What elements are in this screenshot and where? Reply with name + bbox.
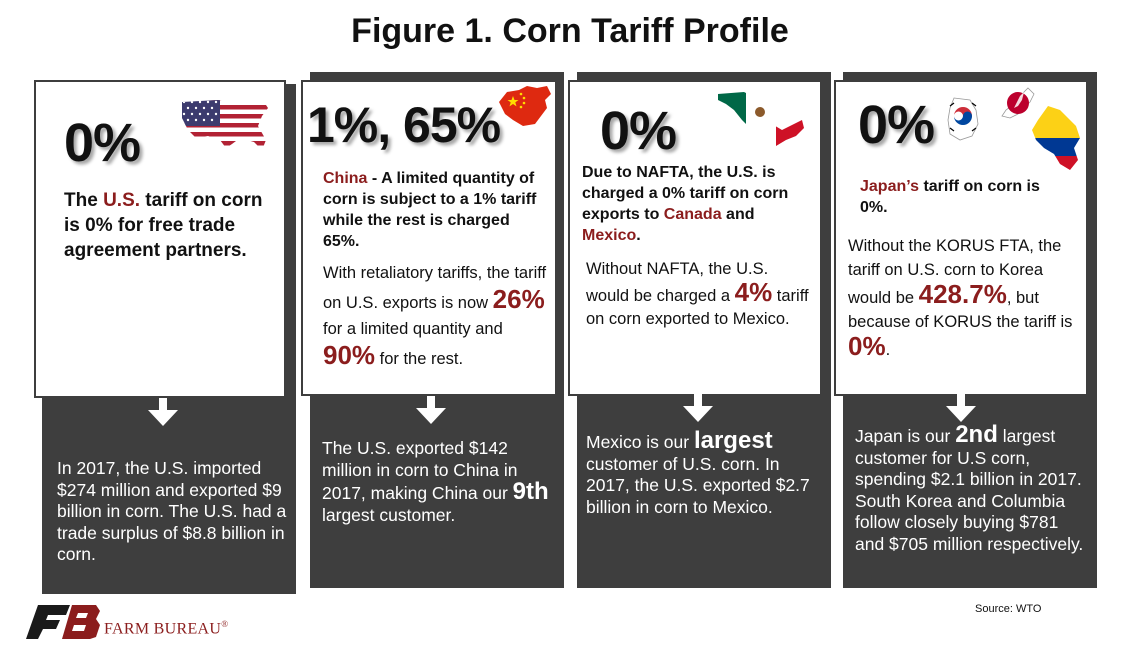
mexico-t1: Due to NAFTA, the U.S. is charged a 0% t… xyxy=(582,164,789,223)
japan-card: 0% Japan’s tariff on corn is 0%. Without… xyxy=(834,80,1088,396)
china-b3: largest customer. xyxy=(322,504,456,525)
down-arrow-icon xyxy=(683,394,713,422)
source-note: Source: WTO xyxy=(975,603,1042,615)
us-rate: 0% xyxy=(64,113,141,173)
mexico-b3: customer of U.S. corn. In 2017, the U.S.… xyxy=(586,453,810,517)
japan-tariff-statement: Japan’s tariff on corn is 0%. xyxy=(860,176,1070,218)
japan-flag-map-icon xyxy=(1001,87,1035,119)
china-rank: 9th xyxy=(512,478,549,505)
down-arrow-icon xyxy=(148,398,178,426)
us-bottom-text: In 2017, the U.S. imported $274 million … xyxy=(57,458,287,564)
farm-bureau-logo xyxy=(26,605,100,639)
china-r3: for a limited quantity and xyxy=(323,320,503,338)
china-rate-90: 90% xyxy=(323,340,376,370)
down-arrow-icon xyxy=(416,396,446,424)
farm-bureau-wordmark: FARM BUREAU® xyxy=(104,619,228,638)
mexico-rate: 0% xyxy=(600,101,677,161)
japan-rate-0: 0% xyxy=(848,331,886,361)
mexico-t3: and xyxy=(721,206,755,223)
figure-title: Figure 1. Corn Tariff Profile xyxy=(351,12,789,50)
mexico-tariff-statement: Due to NAFTA, the U.S. is charged a 0% t… xyxy=(582,162,812,246)
china-tariff-statement: China - A limited quantity of corn is su… xyxy=(323,168,549,252)
china-b1: The U.S. exported $142 million in corn t… xyxy=(322,438,518,503)
china-retaliatory-text: With retaliatory tariffs, the tariff on … xyxy=(323,260,549,372)
japan-r5: . xyxy=(885,341,891,359)
farm-bureau-mark: ® xyxy=(221,619,229,629)
japan-b3: largest customer for U.S corn, spending … xyxy=(855,426,1084,554)
us-text-country: U.S. xyxy=(103,190,141,211)
mexico-r3: tariff on corn exported to Mexico. xyxy=(586,287,809,328)
japan-b1: Japan is our xyxy=(855,426,956,446)
china-text-1: - A limited quantity of corn is subject … xyxy=(323,170,537,250)
mexico-flag-map-icon xyxy=(718,92,804,146)
mexico-nafta-text: Without NAFTA, the U.S. would be charged… xyxy=(586,258,812,331)
mexico-card: 0% Due to NAFTA, the U.S. is charged a 0… xyxy=(568,80,822,396)
us-text-2: tariff on corn is 0% for free trade agre… xyxy=(64,190,263,261)
japan-r3: , but because of KORUS the tariff is xyxy=(848,289,1073,331)
china-bottom-text: The U.S. exported $142 million in corn t… xyxy=(322,438,550,526)
mexico-b1: Mexico is our xyxy=(586,432,694,452)
farm-bureau-name: FARM BUREAU xyxy=(104,620,222,638)
japan-korus-text: Without the KORUS FTA, the tariff on U.S… xyxy=(848,234,1082,362)
mexico-text-mexico: Mexico xyxy=(582,227,637,244)
us-card: 0% The U.S. tariff on corn is 0% for fre… xyxy=(34,80,286,398)
japan-bottom-text: Japan is our 2nd largest customer for U.… xyxy=(855,421,1091,555)
china-r1: With retaliatory tariffs, the tariff on … xyxy=(323,264,547,312)
japan-t2: tariff on corn is 0%. xyxy=(860,178,1040,216)
us-flag-map-icon xyxy=(182,100,268,150)
china-r5: for the rest. xyxy=(375,350,464,368)
mexico-r1: Without NAFTA, the U.S. would be charged… xyxy=(586,260,769,305)
us-text-1: The xyxy=(64,190,104,211)
china-text-country: China xyxy=(323,170,368,187)
mexico-t5: . xyxy=(636,227,641,244)
china-rate: 1%, 65% xyxy=(307,97,501,153)
us-tariff-statement: The U.S. tariff on corn is 0% for free t… xyxy=(64,188,264,263)
japan-rate: 0% xyxy=(858,95,935,155)
japan-rank: 2nd xyxy=(955,421,998,448)
china-card: 1%, 65% China - A limited quantity of co… xyxy=(301,80,557,396)
japan-text-country: Japan’s xyxy=(860,178,919,195)
china-flag-map-icon xyxy=(499,86,551,126)
mexico-bottom-text: Mexico is our largest customer of U.S. c… xyxy=(586,427,818,518)
mexico-text-canada: Canada xyxy=(663,206,722,223)
japan-rate-4287: 428.7% xyxy=(918,279,1007,309)
south-korea-flag-map-icon xyxy=(947,97,979,141)
japan-r1: Without the KORUS FTA, the tariff on U.S… xyxy=(848,237,1062,307)
colombia-flag-map-icon xyxy=(1032,106,1080,170)
mexico-rate-4: 4% xyxy=(734,277,773,307)
down-arrow-icon xyxy=(946,394,976,422)
china-rate-26: 26% xyxy=(492,284,545,314)
mexico-rank: largest xyxy=(693,427,773,454)
